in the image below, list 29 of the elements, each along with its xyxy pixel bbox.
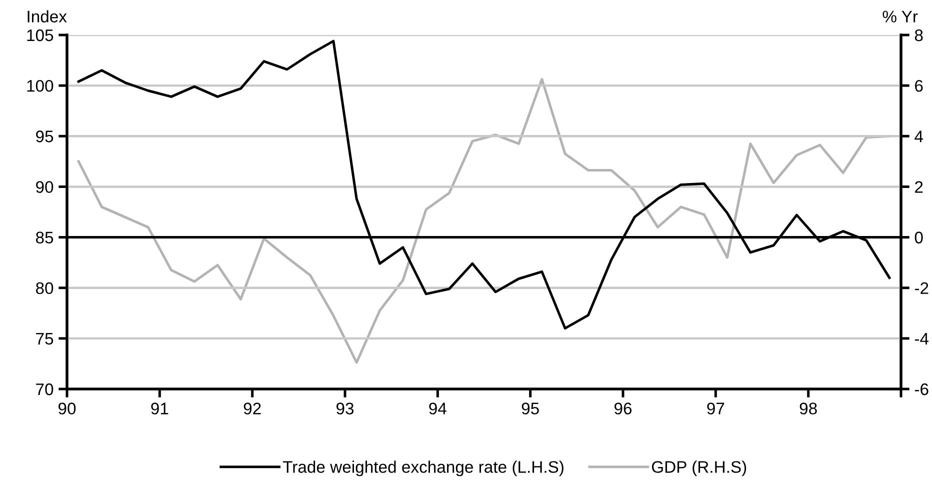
y2-axis-title: % Yr bbox=[882, 10, 918, 22]
x-tick-label: 97 bbox=[707, 402, 724, 414]
y-tick-label: 95 bbox=[36, 130, 54, 142]
x-tick-label: 90 bbox=[58, 402, 76, 414]
y2-tick-label: 6 bbox=[915, 80, 923, 92]
y2-tick-label: -4 bbox=[914, 333, 929, 344]
x-tick-label: 98 bbox=[800, 402, 817, 414]
y-tick-label: 105 bbox=[27, 29, 54, 42]
y-tick-label: 85 bbox=[36, 232, 54, 244]
legend-label: GDP (R.H.S) bbox=[652, 460, 746, 476]
y2-tick-label: 0 bbox=[914, 232, 923, 244]
y2-tick-label: 2 bbox=[915, 181, 923, 193]
y2-tick-label: 8 bbox=[914, 29, 923, 42]
y-tick-label: 100 bbox=[27, 80, 54, 92]
x-tick-label: 94 bbox=[429, 402, 446, 414]
y-tick-label: 90 bbox=[36, 181, 54, 193]
x-tick-label: 95 bbox=[522, 402, 539, 414]
legend-label: Trade weighted exchange rate (L.H.S) bbox=[282, 460, 564, 476]
x-tick-label: 92 bbox=[244, 402, 261, 414]
y-tick-label: 70 bbox=[36, 383, 54, 396]
y-tick-label: 75 bbox=[36, 333, 54, 345]
x-tick-label: 96 bbox=[614, 402, 632, 414]
x-tick-label: 91 bbox=[151, 402, 168, 414]
y-axis-title: Index bbox=[28, 10, 67, 22]
y-tick-label: 80 bbox=[36, 282, 54, 294]
x-tick-label: 93 bbox=[336, 402, 354, 414]
y2-tick-label: 4 bbox=[914, 130, 923, 142]
y2-tick-label: -2 bbox=[914, 282, 928, 294]
y2-tick-label: -6 bbox=[914, 383, 928, 396]
